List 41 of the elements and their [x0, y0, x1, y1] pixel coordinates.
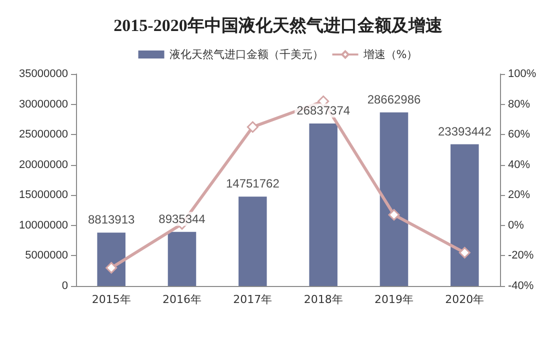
text: 26837374 — [296, 103, 350, 118]
text: 14751762 — [226, 176, 280, 191]
y2-tick-label: 40% — [508, 158, 530, 171]
text: 23393442 — [438, 124, 492, 138]
y2-tick-label: -20% — [508, 250, 534, 262]
y2-tick-label: 80% — [508, 98, 530, 110]
y2-tick-label: 0% — [508, 219, 524, 232]
bar — [380, 112, 408, 286]
text: 28662986 — [367, 92, 421, 106]
chart-title: 2015-2020年中国液化天然气进口金额及增速 — [114, 16, 442, 35]
x-tick-label: 2018年 — [304, 293, 343, 306]
bar — [168, 232, 196, 286]
y2-tick-label: -40% — [508, 280, 534, 292]
y2-tick-label: 20% — [508, 189, 530, 202]
y-tick-label: 20000000 — [19, 158, 68, 171]
legend-label: 增速（%） — [362, 48, 418, 61]
y-tick-label: 10000000 — [19, 219, 68, 232]
point — [106, 262, 118, 274]
bar — [238, 196, 267, 286]
bar — [309, 123, 338, 286]
point — [388, 209, 400, 221]
point — [458, 246, 470, 258]
text: 8935344 — [158, 212, 206, 226]
y-tick-label: 0 — [62, 280, 68, 292]
text: 8813913 — [88, 212, 135, 227]
x-tick-label: 2017年 — [233, 293, 272, 306]
y-tick-label: 15000000 — [19, 189, 68, 202]
y-tick-label: 25000000 — [19, 128, 68, 141]
point — [246, 121, 258, 133]
y2-tick-label: 60% — [508, 128, 530, 141]
y-tick-label: 5000000 — [25, 250, 68, 262]
x-tick-label: 2016年 — [162, 293, 202, 306]
legend-label: 液化天然气进口金额（千美元） — [169, 48, 324, 61]
x-tick-label: 2020年 — [445, 293, 484, 306]
x-tick-label: 2019年 — [374, 293, 414, 306]
y-tick-label: 35000000 — [19, 68, 68, 80]
bar — [450, 144, 479, 286]
bar — [97, 232, 126, 286]
x-tick-label: 2015年 — [92, 293, 131, 306]
y-tick-label: 30000000 — [19, 98, 68, 110]
y2-tick-label: 100% — [508, 68, 536, 80]
